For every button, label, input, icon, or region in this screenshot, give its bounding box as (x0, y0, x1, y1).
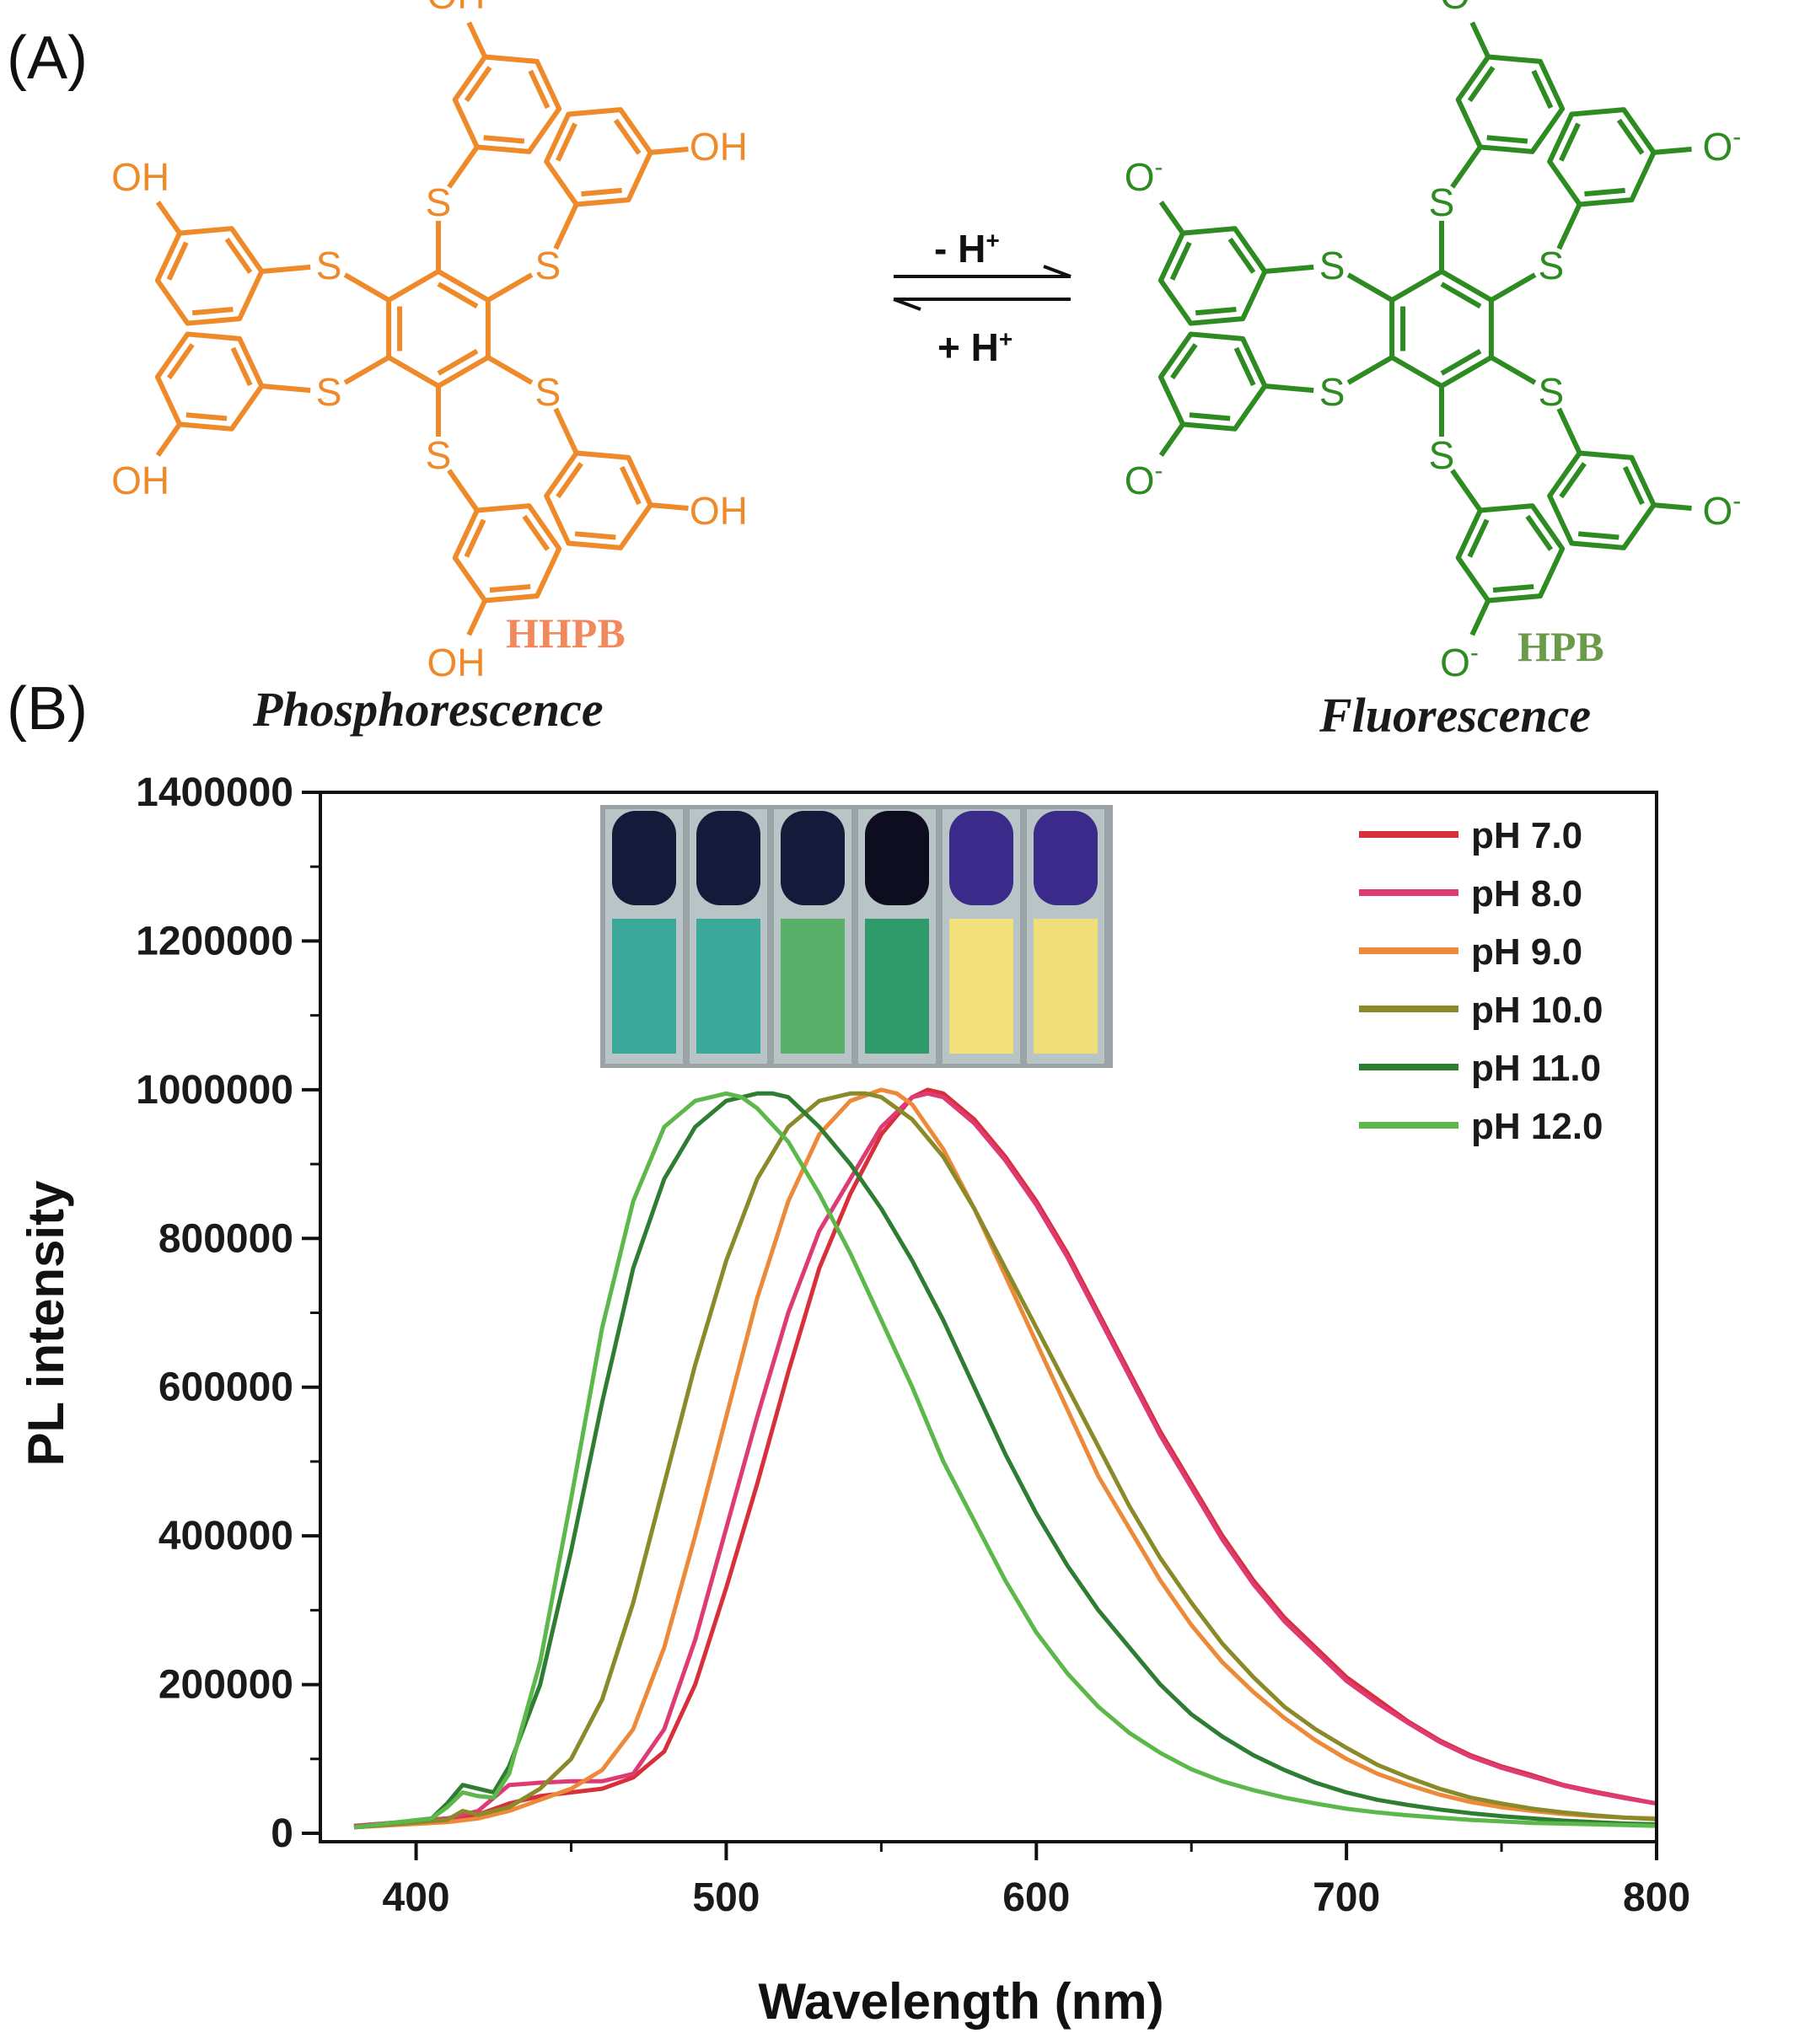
series-line-110 (353, 1091, 1657, 1830)
sulfur-atom: S (426, 180, 452, 224)
series-layer (353, 1087, 1657, 1830)
legend-label: pH 8.0 (1471, 873, 1582, 915)
x-tick-label: 800 (1623, 1875, 1690, 1920)
deprotonation-label: - H+ (934, 227, 1000, 271)
x-tick-label: 700 (1313, 1875, 1380, 1920)
axis-ticks: 0 200000 400000 600000 800000 1000000 1200000 1… (136, 770, 1690, 1920)
sulfur-atom: S (535, 244, 561, 287)
hpb-structure: SO-SO-SO-SO-SO-SO- (1125, 0, 1742, 684)
y-tick-label: 600000 (158, 1365, 293, 1410)
plot-frame (319, 791, 1658, 1843)
reaction-scheme: SOHSOHSOHSOHSOHSOH SO-SO-SO-SO-SO-SO- (111, 0, 1742, 684)
y-tick-label: 0 (271, 1811, 293, 1856)
protonation-label: + H+ (937, 325, 1013, 369)
legend-label: pH 11.0 (1471, 1048, 1601, 1089)
y-axis-title: PL intensity (18, 1180, 74, 1467)
sulfur-atom: S (535, 370, 561, 414)
substituent-label: OH (690, 489, 748, 533)
legend: pH 7.0 pH 8.0 pH 9.0 pH 10.0 pH 11.0 pH 12.0 (1359, 815, 1603, 1147)
y-tick-label: 1200000 (136, 919, 293, 963)
sulfur-atom: S (1319, 244, 1346, 287)
y-tick-label: 400000 (158, 1514, 293, 1558)
legend-label: pH 10.0 (1471, 990, 1603, 1031)
hpb-label: HPB (1517, 623, 1604, 670)
substituent-label: OH (427, 0, 486, 17)
legend-label: pH 12.0 (1471, 1106, 1603, 1147)
sulfur-atom: S (316, 244, 342, 287)
fluorescence-caption: Fluorescence (1319, 688, 1592, 743)
series-line-100 (353, 1091, 1657, 1830)
hhpb-structure: S OH S OH S OH S OH S OH S OH (111, 0, 748, 684)
series-line-80 (353, 1091, 1657, 1828)
panel-label-a: (A) (7, 24, 88, 92)
y-tick-label: 800000 (158, 1216, 293, 1261)
cuvette-photo-inset (600, 805, 1113, 1068)
legend-label: pH 9.0 (1471, 931, 1582, 973)
y-tick-label: 1000000 (136, 1068, 293, 1113)
x-tick-label: 400 (383, 1875, 450, 1920)
sulfur-atom: S (1539, 370, 1565, 414)
sulfur-atom: S (1319, 370, 1346, 414)
x-axis-title: Wavelength (nm) (758, 1973, 1163, 2030)
hhpb-label: HHPB (506, 609, 626, 657)
x-tick-label: 500 (692, 1875, 760, 1920)
sulfur-atom: S (1429, 433, 1455, 477)
series-line-120 (353, 1091, 1657, 1830)
sulfur-atom: S (1539, 244, 1565, 287)
substituent-label: OH (427, 641, 486, 684)
substituent-label: O- (1440, 0, 1479, 17)
y-tick-label: 200000 (158, 1663, 293, 1708)
phosphorescence-caption: Phosphorescence (253, 682, 604, 737)
y-tick-label: 1400000 (136, 770, 293, 815)
substituent-label: OH (690, 125, 748, 169)
equilibrium-arrows (893, 265, 1072, 311)
panel-label-b: (B) (7, 675, 88, 743)
x-tick-label: 600 (1002, 1875, 1070, 1920)
sulfur-atom: S (316, 370, 342, 414)
sulfur-atom: S (426, 433, 452, 477)
series-line-90 (353, 1087, 1657, 1830)
substituent-label: OH (111, 155, 169, 199)
substituent-label: OH (111, 459, 169, 502)
sulfur-atom: S (1429, 180, 1455, 224)
legend-label: pH 7.0 (1471, 815, 1582, 856)
